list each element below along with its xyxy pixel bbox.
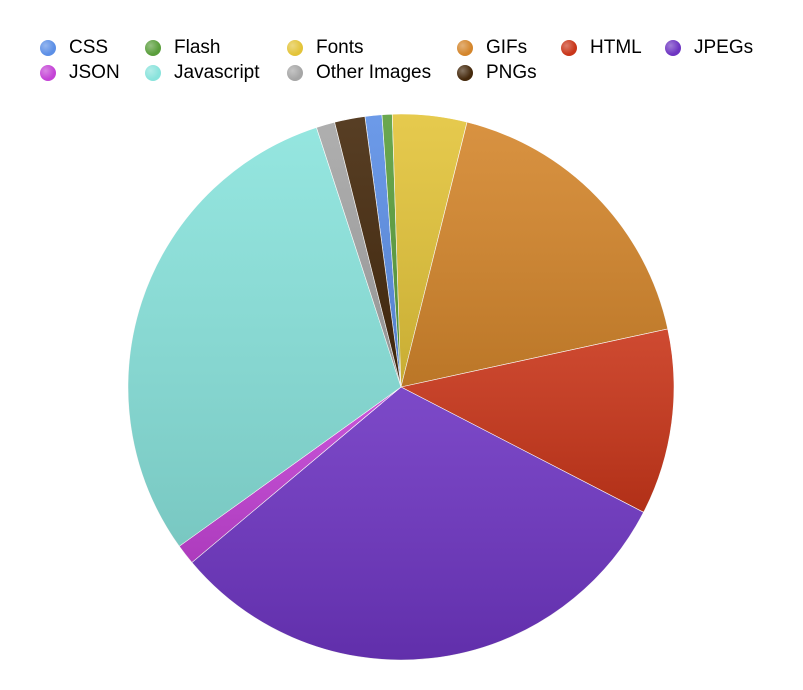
legend-item-javascript: Javascript — [145, 61, 260, 85]
pie-slice-shade-flash — [381, 114, 401, 387]
legend-label-fonts: Fonts — [316, 37, 364, 58]
legend-label-gifs: GIFs — [486, 37, 528, 58]
pie-slice-shade-jpegs — [191, 387, 644, 661]
legend-label-pngs: PNGs — [486, 62, 537, 83]
legend-item-pngs: PNGs — [457, 61, 537, 85]
legend-swatch-css — [40, 40, 56, 56]
legend-swatch-gifs — [457, 40, 473, 56]
legend-swatch-other-images — [287, 65, 303, 81]
pie-slice-shade-other-images — [316, 122, 401, 387]
pie-slice-shade-fonts — [392, 113, 468, 387]
legend-label-flash: Flash — [174, 37, 221, 58]
pie-slice-shade-pngs — [334, 116, 401, 388]
pie-slice-pngs — [334, 116, 402, 388]
legend-label-json: JSON — [69, 62, 120, 83]
legend-swatch-pngs — [457, 65, 473, 81]
legend-swatch-json — [40, 65, 56, 81]
legend-item-css: CSS — [40, 36, 108, 60]
legend-item-html: HTML — [561, 36, 642, 60]
legend-label-other-images: Other Images — [316, 62, 432, 83]
legend-item-other-images: Other Images — [287, 61, 431, 85]
legend-item-fonts: Fonts — [287, 36, 364, 60]
legend-label-html: HTML — [590, 37, 642, 58]
pie-slice-shade-gifs — [401, 122, 668, 388]
legend-item-jpegs: JPEGs — [665, 36, 753, 60]
pie-slices — [127, 113, 675, 661]
legend-item-flash: Flash — [145, 36, 220, 60]
chart-legend: CSS Flash Fonts GIFs HTML JPEGs JSON Javascript… — [0, 0, 803, 100]
legend-swatch-fonts — [287, 40, 303, 56]
legend-label-jpegs: JPEGs — [694, 37, 754, 58]
pie-slice-html — [400, 328, 675, 513]
pie-slice-javascript — [127, 127, 402, 547]
pie-slice-shade-html — [401, 328, 674, 513]
legend-swatch-jpegs — [665, 40, 681, 56]
legend-label-css: CSS — [69, 37, 109, 58]
legend-item-gifs: GIFs — [457, 36, 527, 60]
legend-item-json: JSON — [40, 61, 120, 85]
pie-slice-gifs — [400, 121, 669, 388]
pie-slice-fonts — [391, 113, 468, 388]
pie-slice-shade-javascript — [128, 127, 402, 547]
legend-swatch-flash — [145, 40, 161, 56]
pie-slice-jpegs — [191, 386, 644, 661]
pie-slice-shade-json — [179, 387, 401, 563]
legend-label-javascript: Javascript — [174, 62, 260, 83]
legend-swatch-html — [561, 40, 577, 56]
legend-swatch-javascript — [145, 65, 161, 81]
